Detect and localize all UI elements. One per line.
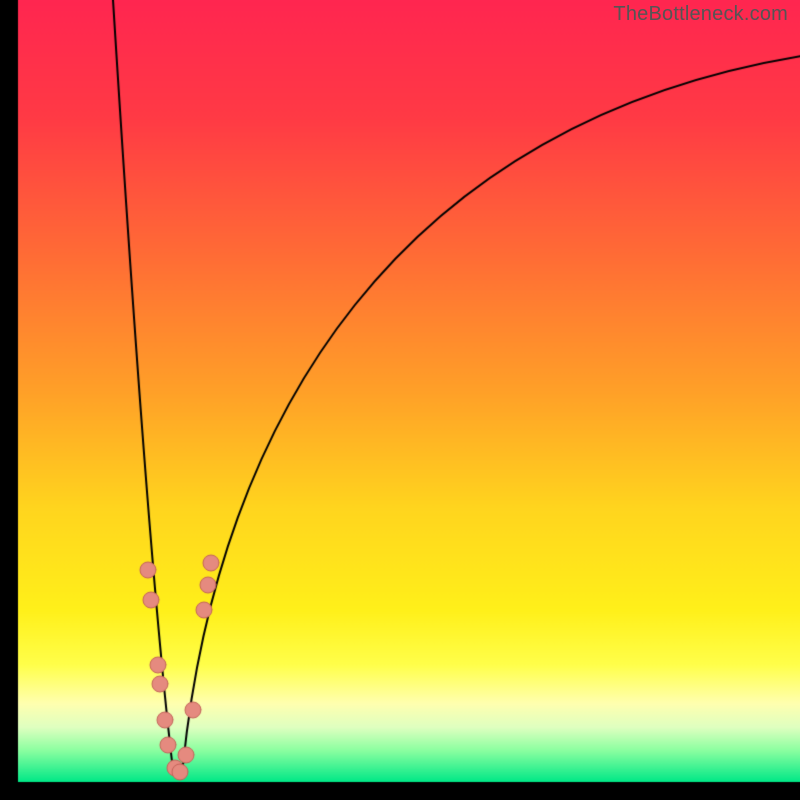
chart-container: TheBottleneck.com [0,0,800,800]
bottleneck-chart-canvas [0,0,800,800]
